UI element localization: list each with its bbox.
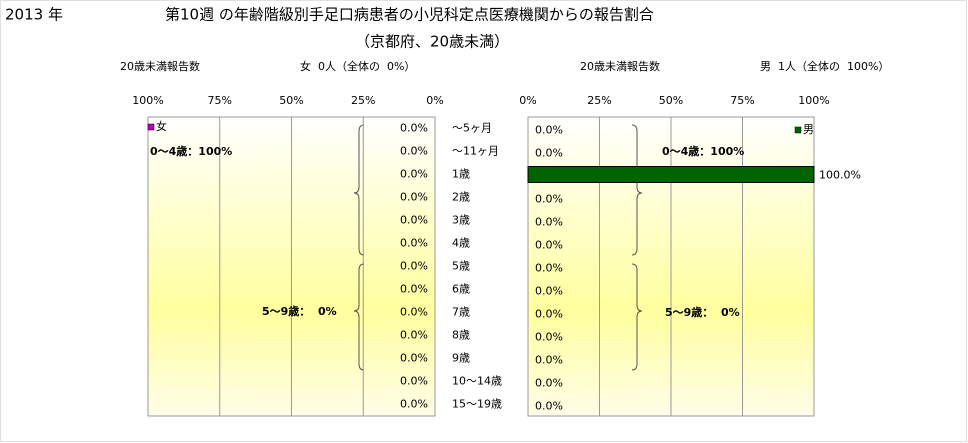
- category-label: 2歳: [452, 191, 470, 204]
- data-label: 0.0%: [400, 283, 428, 296]
- data-label: 0.0%: [535, 377, 563, 390]
- data-label: 0.0%: [400, 168, 428, 181]
- data-label: 0.0%: [535, 147, 563, 160]
- category-label: 10～14歳: [452, 375, 502, 388]
- count-label: 20歳未満報告数: [120, 60, 200, 73]
- data-label: 0.0%: [400, 237, 428, 250]
- category-label: 5歳: [452, 260, 470, 273]
- annotation: 0～4歳：100%: [662, 144, 744, 158]
- brace: [631, 124, 643, 256]
- data-label: 0.0%: [535, 331, 563, 344]
- count-label: 20歳未満報告数: [580, 60, 660, 73]
- x-tick-label: 25%: [587, 94, 611, 107]
- data-label: 0.0%: [400, 375, 428, 388]
- category-label: ～5ヶ月: [452, 122, 492, 135]
- x-tick-label: 75%: [208, 94, 232, 107]
- title: 第10週 の年齢階級別手足口病患者の小児科定点医療機関からの報告割合: [165, 6, 654, 24]
- data-label: 0.0%: [535, 239, 563, 252]
- category-label: 6歳: [452, 283, 470, 296]
- legend-label: 女: [156, 119, 167, 133]
- category-label: 1歳: [452, 168, 470, 181]
- data-label: 0.0%: [400, 329, 428, 342]
- brace: [353, 263, 365, 371]
- brace: [631, 263, 643, 371]
- category-label: 8歳: [452, 329, 470, 342]
- data-label: 0.0%: [400, 191, 428, 204]
- data-label: 100.0%: [819, 169, 861, 182]
- x-tick-label: 100%: [798, 94, 829, 107]
- subtitle: （京都府、20歳未満）: [355, 33, 509, 51]
- category-label: ～11ヶ月: [452, 145, 499, 158]
- category-label: 7歳: [452, 306, 470, 319]
- data-label: 0.0%: [535, 193, 563, 206]
- data-label: 0.0%: [535, 308, 563, 321]
- data-label: 0.0%: [535, 216, 563, 229]
- data-label: 0.0%: [535, 262, 563, 275]
- data-label: 0.0%: [400, 145, 428, 158]
- category-label: 4歳: [452, 237, 470, 250]
- data-label: 0.0%: [535, 354, 563, 367]
- legend-label: 男: [803, 123, 814, 136]
- category-label: 15～19歳: [452, 398, 502, 411]
- annotation: 5～9歳： 0%: [262, 304, 337, 318]
- data-label: 0.0%: [535, 285, 563, 298]
- x-tick-label: 0%: [519, 94, 536, 107]
- x-tick-label: 50%: [279, 94, 303, 107]
- year: 2013 年: [5, 6, 63, 24]
- x-tick-label: 0%: [426, 94, 443, 107]
- data-label: 0.0%: [400, 306, 428, 319]
- legend-swatch: [147, 123, 155, 131]
- data-label: 0.0%: [535, 400, 563, 413]
- data-label: 0.0%: [400, 352, 428, 365]
- category-label: 3歳: [452, 214, 470, 227]
- x-tick-label: 100%: [132, 94, 163, 107]
- count-summary: 男 1人（全体の 100%）: [760, 59, 889, 73]
- legend-swatch: [794, 126, 802, 134]
- annotation: 5～9歳： 0%: [665, 305, 740, 319]
- data-label: 0.0%: [400, 214, 428, 227]
- data-label: 0.0%: [400, 398, 428, 411]
- category-label: 9歳: [452, 352, 470, 365]
- data-label: 0.0%: [400, 122, 428, 135]
- bar: [527, 166, 815, 183]
- annotation: 0～4歳：100%: [150, 144, 232, 158]
- x-tick-label: 25%: [351, 94, 375, 107]
- count-summary: 女 0人（全体の 0%）: [300, 59, 415, 73]
- data-label: 0.0%: [400, 260, 428, 273]
- x-tick-label: 50%: [659, 94, 683, 107]
- x-tick-label: 75%: [730, 94, 754, 107]
- data-label: 0.0%: [535, 124, 563, 137]
- brace: [353, 124, 365, 256]
